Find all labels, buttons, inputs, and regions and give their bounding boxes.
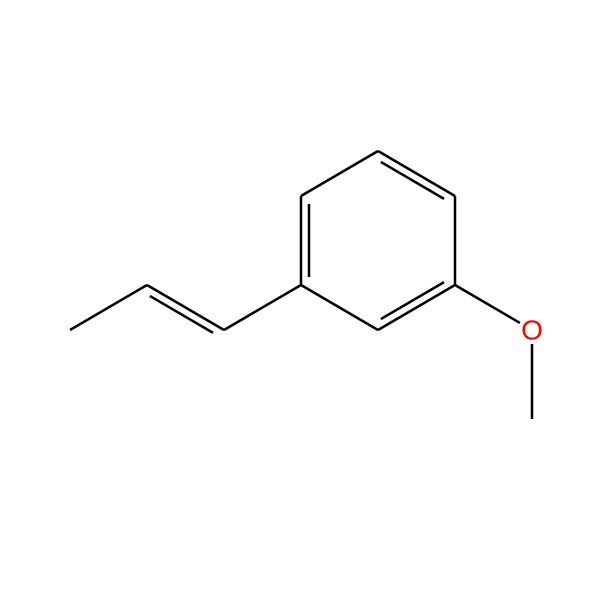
molecule-canvas: O xyxy=(0,0,600,600)
atom-label-o: O xyxy=(521,315,543,346)
